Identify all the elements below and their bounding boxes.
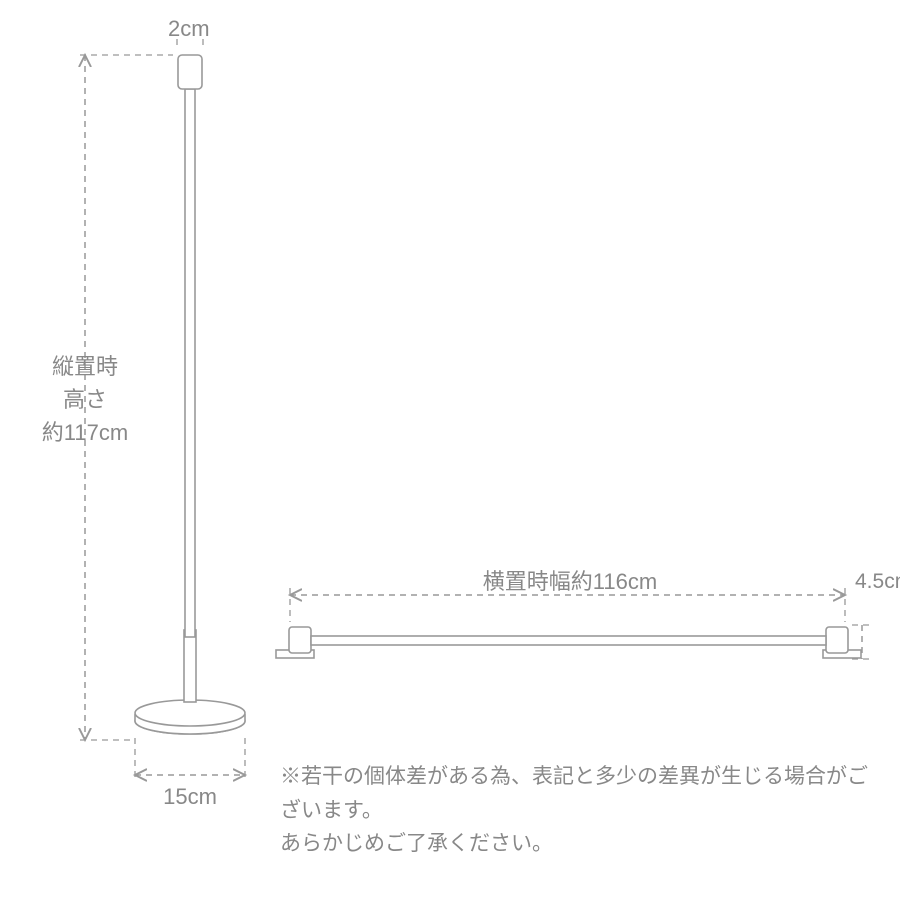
top-cap-label: 2cm — [168, 12, 210, 45]
disclaimer-text: ※若干の個体差がある為、表記と多少の差異が生じる場合がございます。 あらかじめご… — [280, 760, 880, 861]
height-label-line3: 約117cm — [42, 420, 128, 445]
disclaimer-line2: あらかじめご了承ください。 — [280, 832, 553, 855]
dimension-lines — [80, 39, 870, 782]
width-label: 横置時幅約116cm — [420, 565, 720, 598]
height-label-line2: 高さ — [63, 387, 107, 412]
side-height-label: 4.5cm — [855, 566, 900, 598]
disclaimer-line1: ※若干の個体差がある為、表記と多少の差異が生じる場合がございます。 — [280, 765, 868, 822]
base-width-label: 15cm — [130, 780, 250, 813]
horizontal-lamp — [276, 627, 861, 658]
vertical-lamp — [135, 55, 245, 734]
height-label: 縦置時 高さ 約117cm — [20, 350, 150, 449]
height-label-line1: 縦置時 — [52, 354, 118, 379]
